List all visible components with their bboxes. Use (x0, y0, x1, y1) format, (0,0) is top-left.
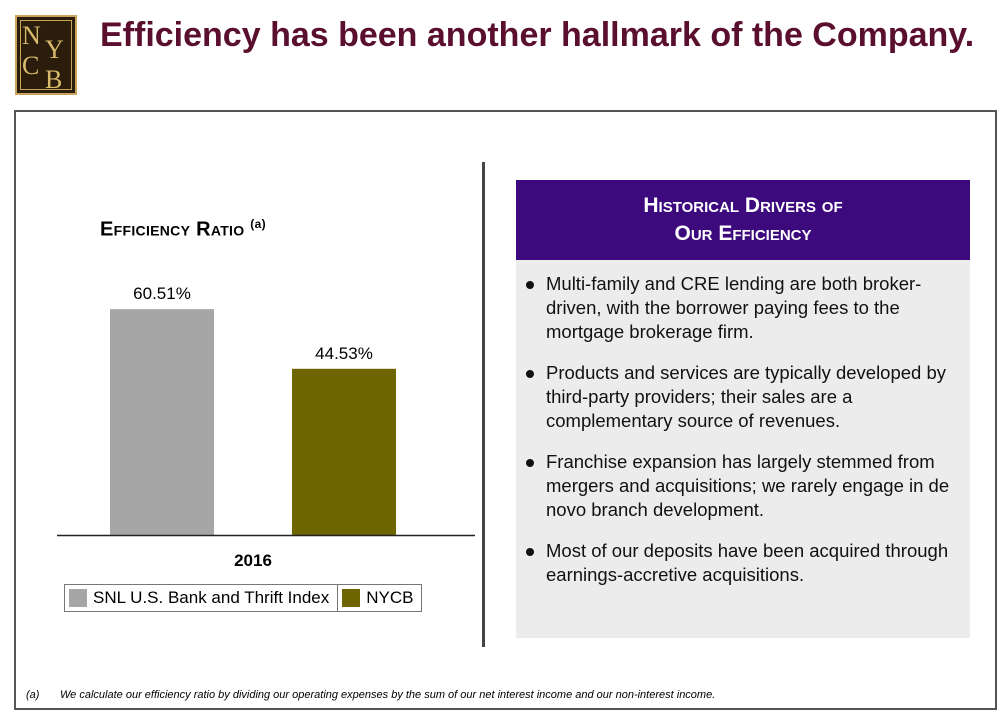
logo-letter-n: N (22, 21, 41, 50)
bullet-icon (526, 370, 534, 378)
data-label-nycb: 44.53% (315, 344, 373, 363)
legend-label-nycb: NYCB (366, 588, 414, 607)
logo-letter-y: Y (45, 35, 64, 64)
list-item: Franchise expansion has largely stemmed … (526, 450, 960, 522)
drivers-panel-heading: Historical Drivers of Our Efficiency (516, 180, 970, 260)
logo-letter-c: C (22, 51, 40, 80)
x-tick-label: 2016 (234, 551, 272, 570)
legend-label-snl: SNL U.S. Bank and Thrift Index (93, 588, 330, 607)
legend-swatch-nycb (342, 589, 361, 607)
nycb-logo: N Y C B (15, 15, 77, 95)
list-item-text: Franchise expansion has largely stemmed … (546, 451, 950, 520)
bullet-icon (526, 281, 534, 289)
list-item: Multi-family and CRE lending are both br… (526, 272, 960, 344)
efficiency-ratio-chart: 60.51% 44.53% 2016 (57, 284, 475, 570)
logo-letter-b: B (45, 65, 63, 94)
page-title: Efficiency has been another hallmark of … (100, 16, 975, 54)
list-item-text: Products and services are typically deve… (546, 362, 947, 431)
list-item: Products and services are typically deve… (526, 361, 960, 433)
drivers-list: Multi-family and CRE lending are both br… (516, 260, 970, 587)
legend-swatch-snl (69, 589, 87, 607)
chart-title-text: Efficiency Ratio (100, 218, 245, 241)
footnote-mark: (a) (26, 689, 40, 701)
bar-nycb (292, 368, 396, 535)
chart-title: Efficiency Ratio (a) (100, 217, 400, 242)
content-frame (14, 110, 997, 710)
data-label-snl: 60.51% (133, 284, 191, 303)
vertical-divider (482, 162, 485, 647)
drivers-panel-body: Multi-family and CRE lending are both br… (516, 260, 970, 638)
bar-snl (110, 309, 214, 535)
legend-item-nycb: NYCB (337, 585, 421, 611)
legend-item-snl: SNL U.S. Bank and Thrift Index (65, 585, 337, 611)
bullet-icon (526, 459, 534, 467)
chart-legend: SNL U.S. Bank and Thrift Index NYCB (64, 584, 423, 612)
panel-heading-line1: Historical Drivers of (643, 194, 843, 217)
list-item-text: Multi-family and CRE lending are both br… (546, 273, 922, 342)
list-item-text: Most of our deposits have been acquired … (546, 540, 949, 585)
list-item: Most of our deposits have been acquired … (526, 539, 960, 587)
panel-heading-line2: Our Efficiency (674, 222, 812, 245)
footnote: (a) We calculate our efficiency ratio by … (26, 689, 715, 701)
bullet-icon (526, 548, 534, 556)
footnote-text: We calculate our efficiency ratio by div… (60, 689, 716, 701)
chart-title-note: (a) (250, 217, 266, 231)
